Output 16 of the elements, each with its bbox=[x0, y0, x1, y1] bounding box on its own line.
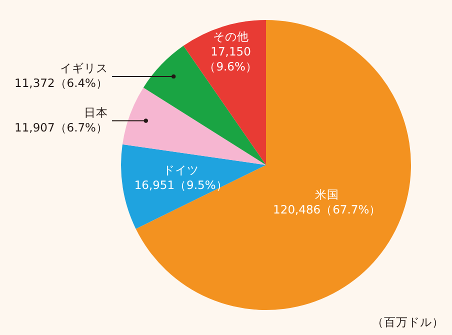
pie-slice bbox=[136, 20, 411, 310]
data-label: 11,372（6.4%） bbox=[14, 76, 108, 90]
pie-slice bbox=[183, 20, 266, 165]
text: （百万ドル） bbox=[372, 315, 444, 329]
slice-label: ドイツ bbox=[163, 162, 200, 177]
data-label: 17,150（9.6%） bbox=[204, 44, 258, 74]
data-label: 120,486（67.7%） bbox=[273, 202, 382, 217]
slice-label: 日本 bbox=[84, 105, 108, 120]
slice-label: イギリス bbox=[60, 60, 108, 75]
data-label: 11,907（6.7%） bbox=[14, 120, 108, 134]
slice-label: その他 bbox=[212, 29, 249, 44]
pie-slice bbox=[122, 88, 266, 165]
slice-label: 米国 bbox=[315, 188, 340, 202]
pie-slice bbox=[121, 144, 266, 229]
pie-slice bbox=[143, 46, 266, 165]
data-label: 16,951（9.5%） bbox=[134, 178, 228, 192]
